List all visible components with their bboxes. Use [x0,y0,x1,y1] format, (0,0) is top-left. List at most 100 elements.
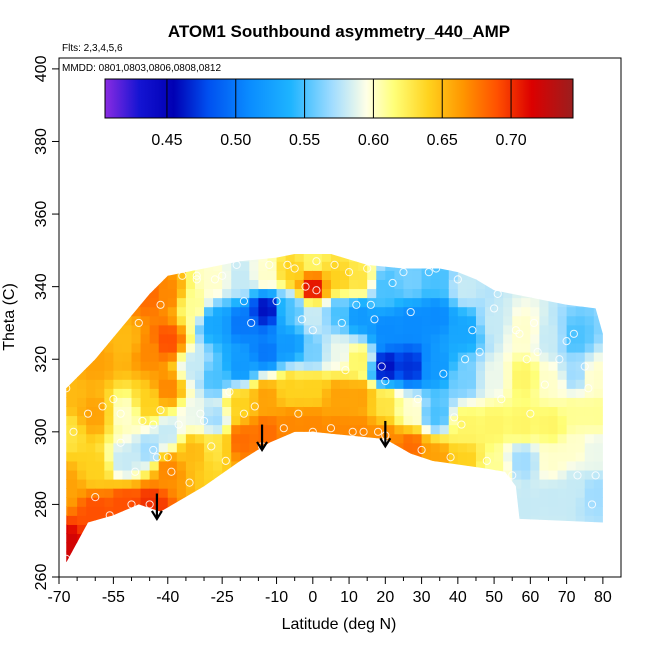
heatmap-cell [539,388,550,398]
heatmap-cell [330,342,341,353]
heatmap-cell [222,433,232,444]
heatmap-cell [584,253,595,262]
heatmap-cell [185,442,196,453]
heatmap-cell [285,424,296,435]
heatmap-cell [249,460,260,471]
heatmap-cell [385,497,395,507]
heatmap-cell [285,351,296,362]
heatmap-cell [312,497,323,507]
heatmap-cell [439,488,450,498]
heatmap-cell [548,560,559,563]
heatmap-cell [602,497,603,507]
heatmap-cell [176,488,187,498]
heatmap-cell [530,253,541,262]
heatmap-cell [104,524,114,535]
heatmap-cell [86,497,96,507]
heatmap-cell [412,397,423,408]
heatmap-cell [113,533,124,544]
heatmap-cell [131,397,142,408]
heatmap-cell [394,506,405,516]
heatmap-cell [330,361,341,371]
heatmap-cell [185,479,196,489]
heatmap-cell [113,560,124,563]
heatmap-cell [68,406,78,417]
heatmap-cell [548,551,559,562]
heatmap-cell [267,306,278,317]
heatmap-cell [457,253,468,262]
heatmap-cell [340,460,350,471]
heatmap-cell [303,469,314,480]
heatmap-cell [575,542,586,553]
heatmap-cell [276,533,287,544]
heatmap-cell [539,297,550,308]
heatmap-cell [131,551,142,562]
heatmap-cell [249,533,260,544]
heatmap-cell [548,488,559,498]
sample-point [174,420,183,429]
heatmap-cell [566,315,577,326]
heatmap-cell [213,270,223,280]
heatmap-cell [349,351,359,362]
heatmap-cell [521,451,531,462]
heatmap-cell [548,288,559,299]
heatmap-cell [403,261,414,271]
heatmap-cell [194,451,205,462]
heatmap-cell [131,342,142,353]
heatmap-cell [430,253,441,262]
heatmap-cell [167,333,178,344]
heatmap-cell [485,379,495,389]
heatmap-cell [530,506,541,516]
heatmap-cell [312,469,323,480]
heatmap-cell [593,324,603,335]
heatmap-cell [421,433,432,444]
heatmap-cell [321,361,332,371]
heatmap-cell [367,333,377,344]
x-tick-label: -70 [47,589,70,606]
heatmap-cell [412,488,423,498]
heatmap-cell [277,243,287,253]
heatmap-cell [222,351,232,362]
heatmap-cell [584,551,595,562]
heatmap-cell [222,361,232,371]
sample-point [116,409,125,418]
heatmap-cell [385,388,395,398]
heatmap-cell [86,361,96,371]
heatmap-cell [602,342,603,353]
heatmap-cell [68,243,78,253]
sample-point [156,300,165,309]
heatmap-cell [485,488,495,498]
heatmap-cell [367,288,377,299]
heatmap-cell [132,243,142,253]
heatmap-cell [584,560,595,563]
heatmap-cell [485,243,495,253]
heatmap-cell [222,397,232,408]
heatmap-cell [421,451,432,462]
heatmap-cell [258,415,269,426]
heatmap-cell [512,542,522,553]
heatmap-cell [222,460,232,471]
heatmap-cell [285,270,296,280]
heatmap-cell [176,361,187,371]
heatmap-cell [557,297,568,308]
heatmap-cell [439,551,450,562]
heatmap-cell [158,370,169,380]
heatmap-cell [104,397,114,408]
heatmap-cell [213,243,223,253]
sample-point [232,260,241,269]
sample-point [272,297,281,306]
heatmap-cell [185,370,196,380]
heatmap-cell [231,433,241,444]
heatmap-cell [267,469,278,480]
heatmap-cell [448,469,459,480]
heatmap-cell [485,306,495,317]
heatmap-cell [512,433,522,444]
heatmap-cell [213,261,223,271]
heatmap-cell [503,479,513,489]
heatmap-cell [330,288,341,299]
sample-point [381,376,390,386]
heatmap-cell [303,515,314,525]
heatmap-cell [213,324,223,335]
heatmap-cell [113,333,124,344]
heatmap-cell [566,560,577,563]
heatmap-cell [593,497,603,507]
